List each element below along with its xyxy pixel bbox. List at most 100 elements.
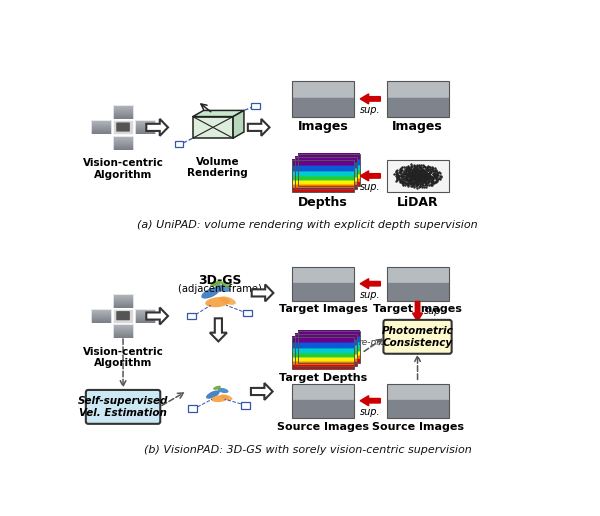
Text: Images: Images: [298, 120, 349, 134]
Bar: [295, 334, 357, 366]
FancyBboxPatch shape: [383, 320, 452, 354]
Point: [413, 172, 423, 180]
Point: [418, 170, 427, 179]
Point: [410, 164, 419, 172]
Point: [426, 181, 436, 189]
Point: [407, 175, 417, 184]
Point: [415, 167, 425, 175]
Point: [405, 180, 415, 188]
Point: [410, 175, 419, 183]
Point: [403, 164, 412, 172]
Point: [416, 176, 426, 184]
Point: [419, 172, 429, 181]
Point: [409, 168, 418, 176]
Point: [424, 170, 434, 178]
Point: [407, 171, 417, 180]
Point: [416, 170, 425, 179]
Point: [401, 167, 410, 175]
Point: [406, 174, 416, 183]
Point: [416, 170, 426, 179]
Point: [413, 180, 423, 188]
Point: [412, 170, 421, 179]
Point: [420, 171, 430, 180]
Point: [408, 181, 418, 189]
Point: [425, 169, 435, 178]
Point: [418, 172, 427, 181]
Point: [422, 168, 431, 176]
Point: [414, 161, 424, 169]
Point: [418, 168, 427, 176]
Point: [412, 179, 422, 187]
Point: [431, 172, 440, 180]
Point: [426, 176, 436, 185]
Point: [420, 163, 430, 171]
Point: [413, 170, 422, 179]
Bar: [113, 294, 133, 308]
Polygon shape: [193, 110, 244, 117]
Point: [409, 165, 419, 173]
Point: [405, 167, 415, 175]
Point: [403, 171, 412, 179]
Point: [421, 172, 431, 180]
Point: [406, 175, 415, 183]
Point: [416, 182, 425, 190]
Point: [421, 176, 431, 184]
Point: [404, 164, 414, 172]
Point: [409, 169, 419, 178]
Point: [404, 162, 413, 170]
Point: [410, 171, 419, 179]
Point: [430, 167, 439, 175]
Point: [430, 173, 439, 181]
Point: [415, 175, 424, 184]
Point: [399, 168, 409, 176]
Point: [418, 174, 428, 182]
Point: [413, 173, 423, 182]
Bar: [292, 81, 354, 117]
Point: [407, 173, 416, 181]
Point: [402, 175, 412, 184]
Point: [407, 170, 417, 178]
Point: [420, 179, 430, 187]
Point: [432, 171, 442, 179]
Text: Vision-centric
Algorithm: Vision-centric Algorithm: [83, 158, 163, 180]
Point: [392, 171, 402, 180]
Point: [415, 174, 425, 183]
Text: LiDAR: LiDAR: [397, 196, 439, 209]
Point: [416, 172, 426, 181]
Point: [412, 173, 422, 182]
Point: [407, 172, 416, 180]
Point: [409, 165, 419, 173]
Point: [425, 175, 434, 183]
Point: [409, 174, 418, 182]
Point: [409, 174, 419, 182]
Point: [396, 168, 406, 176]
Point: [421, 175, 431, 184]
Point: [421, 180, 431, 188]
Point: [416, 171, 425, 179]
Point: [408, 172, 418, 181]
Point: [416, 179, 425, 187]
Point: [426, 165, 436, 173]
Point: [419, 175, 428, 184]
Bar: [386, 267, 449, 301]
Point: [397, 164, 407, 172]
Point: [433, 176, 442, 184]
Point: [407, 179, 416, 187]
Point: [407, 172, 417, 180]
Point: [433, 169, 442, 178]
Point: [413, 174, 423, 183]
Point: [413, 180, 423, 188]
Point: [394, 173, 403, 181]
Point: [413, 168, 423, 176]
Point: [421, 165, 430, 173]
Point: [411, 173, 421, 181]
Point: [428, 180, 437, 188]
Point: [422, 174, 432, 182]
Point: [401, 170, 410, 179]
Bar: [113, 120, 133, 134]
Ellipse shape: [211, 395, 229, 402]
Point: [424, 173, 434, 181]
Point: [415, 178, 424, 186]
Point: [423, 162, 433, 170]
Point: [425, 165, 434, 173]
